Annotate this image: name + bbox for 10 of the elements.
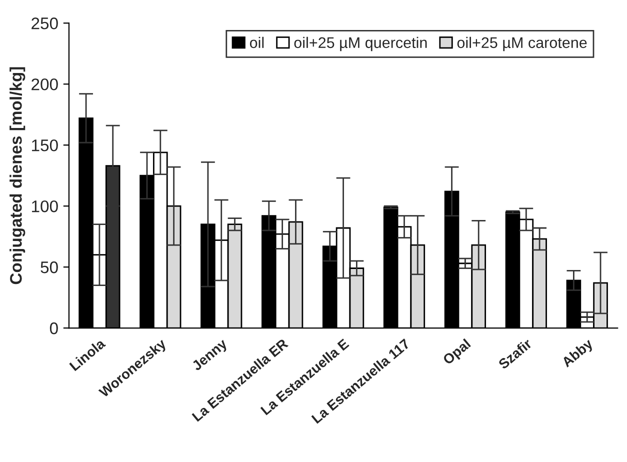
y-tick-label: 250 [32,18,58,30]
y-tick-label: 200 [32,78,58,90]
legend-label: oil+25 µM quercetin [294,36,427,52]
y-tick-label: 0 [50,322,58,334]
legend-label: oil+25 µM carotene [457,36,587,52]
y-axis-title: Conjugated dienes [mol/kg] [10,67,26,284]
legend-label: oil [250,36,264,48]
y-tick-label: 150 [32,139,58,152]
y-tick-label: 100 [32,200,58,212]
y-tick-label: 50 [40,261,58,274]
